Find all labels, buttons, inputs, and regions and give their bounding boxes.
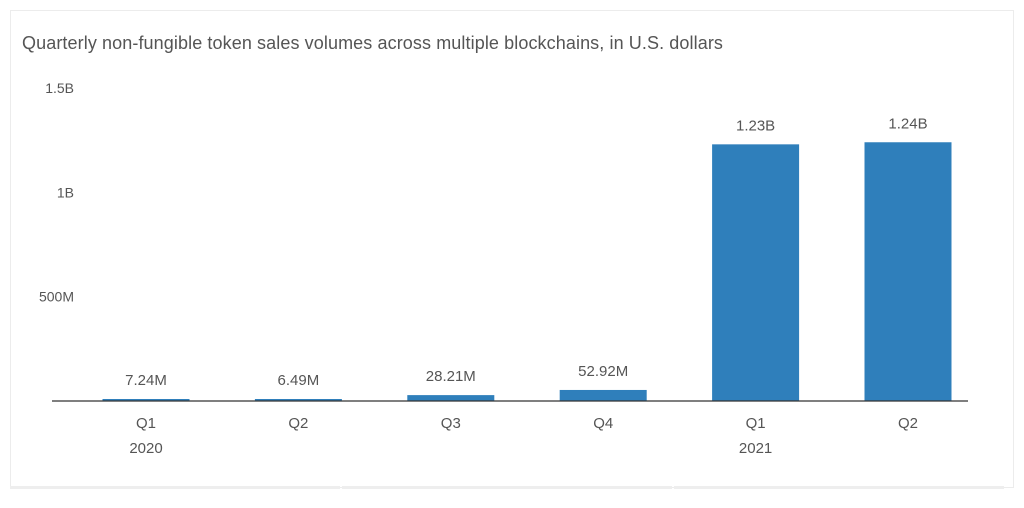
footer-divider-right (674, 486, 1004, 489)
footer-divider-middle (342, 486, 672, 489)
bar-value-label: 52.92M (578, 363, 628, 380)
x-tick-label: Q2 (288, 415, 308, 432)
bar-value-label: 1.24B (888, 115, 927, 132)
bar-value-label: 1.23B (736, 117, 775, 134)
bar-value-label: 6.49M (278, 372, 320, 389)
bar (712, 144, 800, 401)
x-tick-label: Q1 (746, 415, 766, 432)
bar (559, 389, 647, 401)
value-labels: 7.24M 6.49M 28.21M 52.92M 1.23B 1.24B (125, 115, 927, 389)
bar (864, 142, 952, 401)
bar (254, 399, 342, 401)
x-tick-label: Q2 (898, 415, 918, 432)
bar (407, 395, 495, 401)
x-year-label: 2020 (129, 440, 162, 457)
footer-divider-left (10, 486, 340, 489)
bars (102, 142, 952, 401)
y-tick-label: 1B (57, 184, 74, 200)
x-tick-label: Q1 (136, 415, 156, 432)
bar-value-label: 7.24M (125, 372, 167, 389)
chart-title: Quarterly non-fungible token sales volum… (22, 33, 724, 53)
y-tick-label: 1.5B (45, 80, 74, 96)
x-year-label: 2021 (739, 440, 772, 457)
y-axis: 500M 1B 1.5B (39, 80, 74, 305)
chart-card (10, 10, 1014, 488)
bar (102, 399, 190, 401)
bar-value-label: 28.21M (426, 368, 476, 385)
x-tick-label: Q4 (593, 415, 613, 432)
x-axis: Q1 2020 Q2 Q3 Q4 Q1 2021 Q2 (129, 415, 918, 457)
y-tick-label: 500M (39, 289, 74, 305)
x-tick-label: Q3 (441, 415, 461, 432)
